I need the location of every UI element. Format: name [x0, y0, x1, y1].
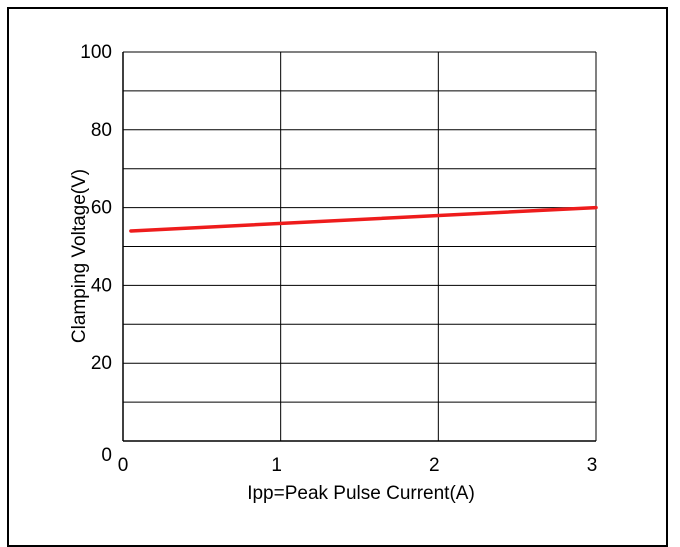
- axes: [122, 52, 596, 442]
- y-tick-label: 60: [91, 198, 112, 219]
- x-axis-label: Ipp=Peak Pulse Current(A): [247, 483, 475, 504]
- y-tick-label: 100: [80, 42, 112, 63]
- series: [129, 205, 598, 233]
- series-line: [129, 205, 598, 233]
- y-tick-label: 0: [101, 445, 112, 466]
- tick-labels: 0 20 40 60 80 100 0 1 2 3: [80, 42, 597, 476]
- x-tick-label: 0: [118, 455, 129, 476]
- x-tick-label: 2: [429, 455, 440, 476]
- grid: [123, 51, 597, 441]
- y-tick-label: 40: [91, 275, 112, 296]
- y-tick-label: 20: [91, 353, 112, 374]
- x-tick-label: 3: [587, 455, 598, 476]
- y-axis-label: Clamping Voltage(V): [69, 169, 90, 343]
- y-tick-label: 80: [91, 120, 112, 141]
- clamping-voltage-chart: 0 20 40 60 80 100 0 1 2 3 Ipp=Peak Pulse Current(…: [69, 42, 598, 504]
- x-tick-label: 1: [271, 455, 282, 476]
